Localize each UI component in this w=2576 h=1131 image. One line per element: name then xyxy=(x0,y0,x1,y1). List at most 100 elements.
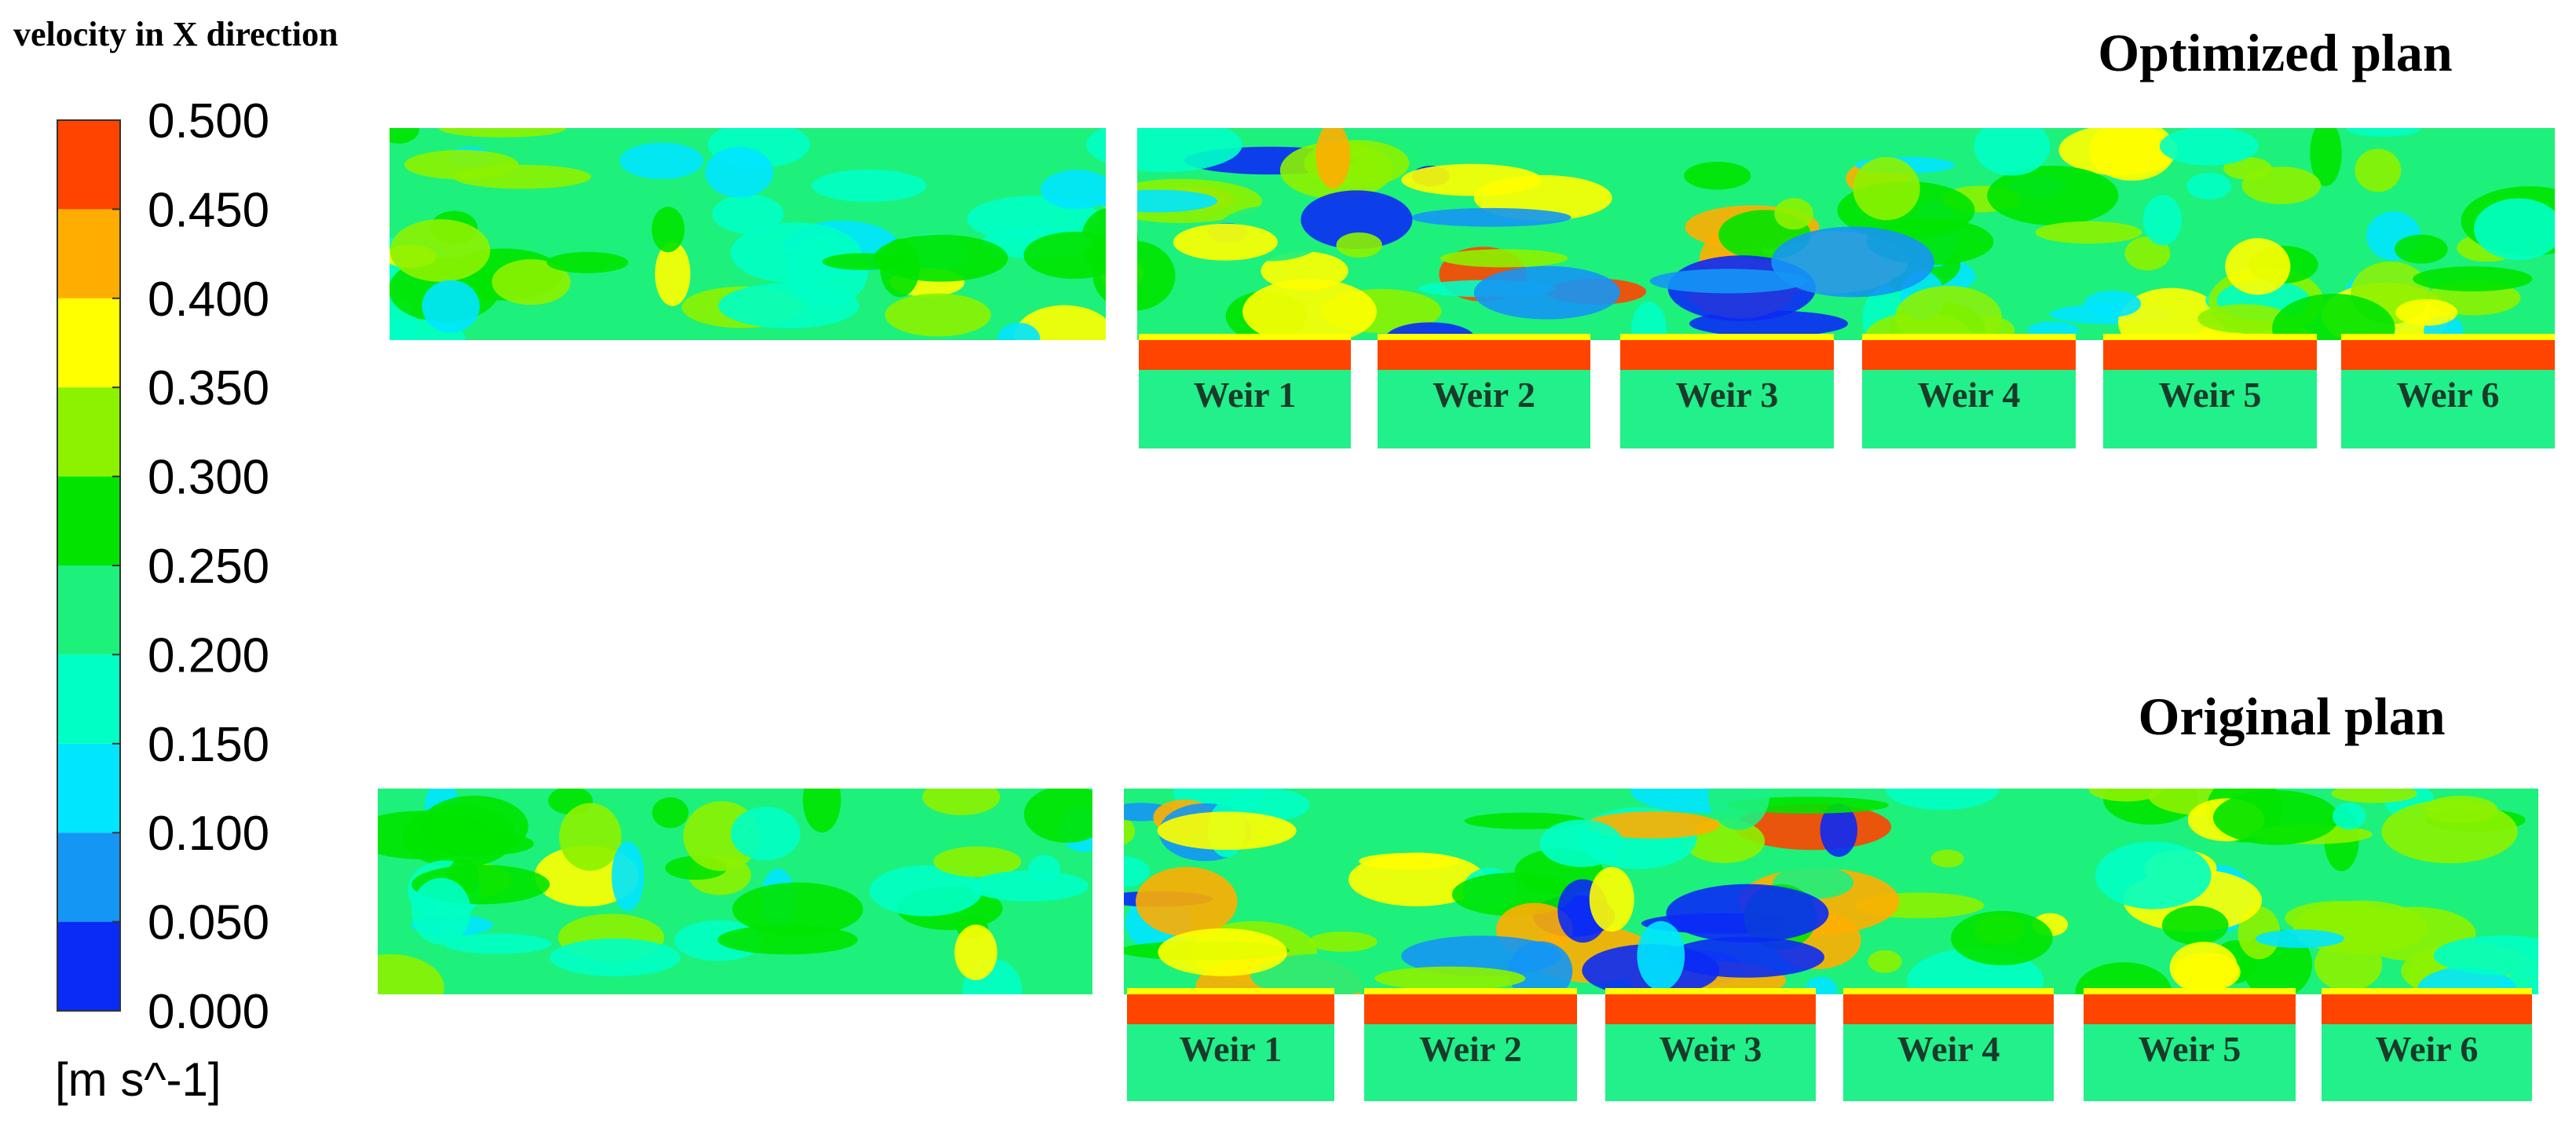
weir-inflow-edge xyxy=(1862,334,2076,340)
colorbar-band xyxy=(57,654,120,744)
contour-blob xyxy=(1637,921,1685,990)
colorbar-tick-label: 0.300 xyxy=(148,451,269,505)
weir-inflow xyxy=(1139,339,1351,370)
weir-box xyxy=(2322,1024,2532,1101)
weir-label: Weir 5 xyxy=(2139,1029,2241,1069)
contour-blob xyxy=(2310,128,2342,186)
contour-field xyxy=(390,128,2555,340)
colorbar-band xyxy=(57,566,120,655)
contour-blob xyxy=(2474,198,2555,260)
weir-label: Weir 3 xyxy=(1659,1029,1762,1069)
weir-inflow xyxy=(1862,339,2076,370)
contour-blob xyxy=(1411,207,1572,227)
weir-inflow xyxy=(2103,339,2317,370)
contour-blob xyxy=(811,169,927,203)
contour-blob xyxy=(704,147,774,198)
contour-blob xyxy=(1136,866,1238,937)
contour-blob xyxy=(2186,172,2232,200)
contour-blob xyxy=(1359,852,1460,869)
contour-blob xyxy=(1157,811,1297,851)
weir-label: Weir 4 xyxy=(1918,375,2021,415)
contour-blob xyxy=(2084,290,2142,317)
weir-inflow-edge xyxy=(1843,988,2054,994)
contour-blob xyxy=(1667,936,1824,978)
contour-blob xyxy=(492,259,571,306)
contour-blob xyxy=(1099,256,1143,290)
contour-blob xyxy=(1336,232,1382,258)
colorbar-band xyxy=(57,387,120,477)
weir-box xyxy=(1364,1024,1577,1101)
contour-blob xyxy=(549,938,681,977)
contour-blob xyxy=(1158,928,1288,976)
weir-label: Weir 1 xyxy=(1194,375,1297,415)
contour-blob xyxy=(1930,849,1964,868)
weir-inflow xyxy=(1364,993,1577,1024)
weir-box xyxy=(2103,370,2317,448)
contour-blob xyxy=(1250,953,1384,994)
contour-blob xyxy=(933,846,1022,877)
contour-blob xyxy=(1649,269,1807,294)
contour-blob xyxy=(922,789,1001,815)
colorbar-unit: [m s^-1] xyxy=(55,1053,221,1106)
contour-blob xyxy=(1092,240,1176,311)
weir-box xyxy=(1862,370,2076,448)
contour-blob xyxy=(2333,802,2366,830)
contour-blob xyxy=(443,933,552,954)
contour-blob xyxy=(2346,128,2421,137)
colorbar-tick-label: 0.050 xyxy=(148,896,269,950)
contour-blob xyxy=(439,128,566,137)
contour-blob xyxy=(2088,789,2164,802)
weir-box xyxy=(1378,370,1590,448)
weir-inflow xyxy=(1843,993,2054,1024)
contour-blob xyxy=(2395,298,2457,326)
weir-inflow xyxy=(2322,993,2532,1024)
weir-box xyxy=(2341,370,2555,448)
contour-blob xyxy=(1096,856,1151,888)
contour-blob xyxy=(1820,803,1858,857)
weir-inflow-edge xyxy=(2322,988,2532,994)
weir-box xyxy=(1605,1024,1816,1101)
field xyxy=(390,128,2555,340)
colorbar-tick-label: 0.150 xyxy=(148,718,269,772)
contour-field xyxy=(378,789,2538,994)
contour-blob xyxy=(718,283,860,329)
contour-blob xyxy=(2225,238,2291,295)
contour-blob xyxy=(1585,811,1720,839)
colorbar-band xyxy=(57,743,120,833)
weir-inflow xyxy=(1127,993,1334,1024)
contour-blob xyxy=(873,234,1008,282)
contour-blob xyxy=(1315,128,1351,189)
contour-blob xyxy=(1242,279,1377,340)
contour-blob xyxy=(1684,161,1751,190)
contour-blob xyxy=(390,128,419,144)
weir-inflow-edge xyxy=(1620,334,1834,340)
colorbar-title: velocity in X direction xyxy=(13,15,338,53)
weir-inflow-edge xyxy=(2084,988,2296,994)
contour-blob xyxy=(390,219,491,282)
contour-blob xyxy=(1774,198,1813,230)
contour-blob xyxy=(1301,190,1413,250)
contour-blob xyxy=(2413,266,2533,292)
contour-blob xyxy=(558,803,622,871)
contour-blob xyxy=(611,841,645,911)
contour-blob xyxy=(954,924,997,980)
contour-blob xyxy=(1868,950,1902,973)
contour-blob xyxy=(619,142,704,179)
panel-title: Optimized plan xyxy=(2098,23,2453,82)
contour-blob xyxy=(1095,189,1218,213)
contour-blob xyxy=(651,207,685,253)
contour-blob xyxy=(2272,293,2395,340)
contour-blob xyxy=(803,789,841,833)
contour-blob xyxy=(2394,234,2448,264)
contour-blob xyxy=(732,882,863,936)
weir-inflow-edge xyxy=(1127,988,1334,994)
colorbar-band xyxy=(57,476,120,566)
weir-box xyxy=(1127,1024,1334,1101)
contour-blob xyxy=(2381,800,2518,864)
contour-blob xyxy=(730,222,861,284)
colorbar-band xyxy=(57,120,120,210)
contour-blob xyxy=(1630,302,1667,340)
colorbar-band xyxy=(57,921,120,1011)
weir-inflow xyxy=(1378,339,1590,370)
